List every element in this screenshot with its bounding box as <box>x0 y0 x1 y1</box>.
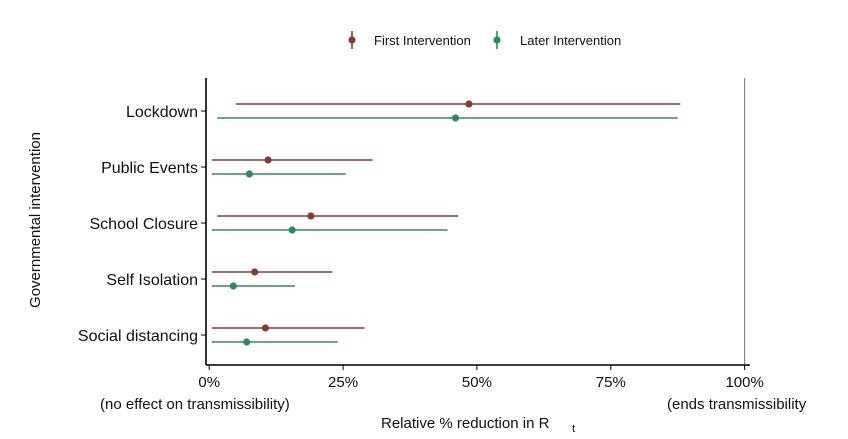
point-0-2 <box>307 212 315 220</box>
x-tick-label-4: 100% <box>725 374 763 391</box>
point-1-3 <box>229 282 237 290</box>
x-tick-label-2: 50% <box>462 374 492 391</box>
point-1-4 <box>243 338 251 346</box>
point-0-4 <box>261 324 270 332</box>
y-axis: Lockdown Public Events School Closure Self … <box>27 78 207 365</box>
point-0-1 <box>264 156 272 164</box>
y-tick-label-1: Public Events <box>101 160 198 177</box>
legend-key-point-0 <box>348 36 356 44</box>
legend-label-0: First Intervention <box>374 33 471 48</box>
legend-key-point-1 <box>493 36 501 44</box>
y-tick-label-2: School Closure <box>90 216 199 233</box>
x-right-note: (ends transmissibility <box>667 396 807 413</box>
y-tick-label-4: Social distancing <box>78 328 198 345</box>
point-1-1 <box>245 170 253 178</box>
x-axis-title: Relative % reduction in R <box>381 415 550 432</box>
point-1-2 <box>288 226 296 234</box>
x-tick-label-1: 25% <box>328 374 358 391</box>
point-0-3 <box>251 268 259 276</box>
legend: First Intervention Later Intervention <box>348 31 621 49</box>
x-tick-label-0: 0% <box>198 374 220 391</box>
x-tick-label-3: 75% <box>596 374 626 391</box>
y-axis-title: Governmental intervention <box>27 132 44 308</box>
plot-area <box>211 78 746 365</box>
legend-label-1: Later Intervention <box>520 33 621 48</box>
x-axis-title-subscript: t <box>572 423 575 435</box>
y-tick-label-3: Self Isolation <box>106 272 198 289</box>
point-0-0 <box>465 100 473 108</box>
x-axis: 0% 25% 50% 75% 100% (no effect on transmissib… <box>100 364 807 435</box>
y-tick-label-0: Lockdown <box>126 104 198 121</box>
point-1-0 <box>451 114 460 122</box>
x-left-note: (no effect on transmissibility) <box>100 396 290 413</box>
